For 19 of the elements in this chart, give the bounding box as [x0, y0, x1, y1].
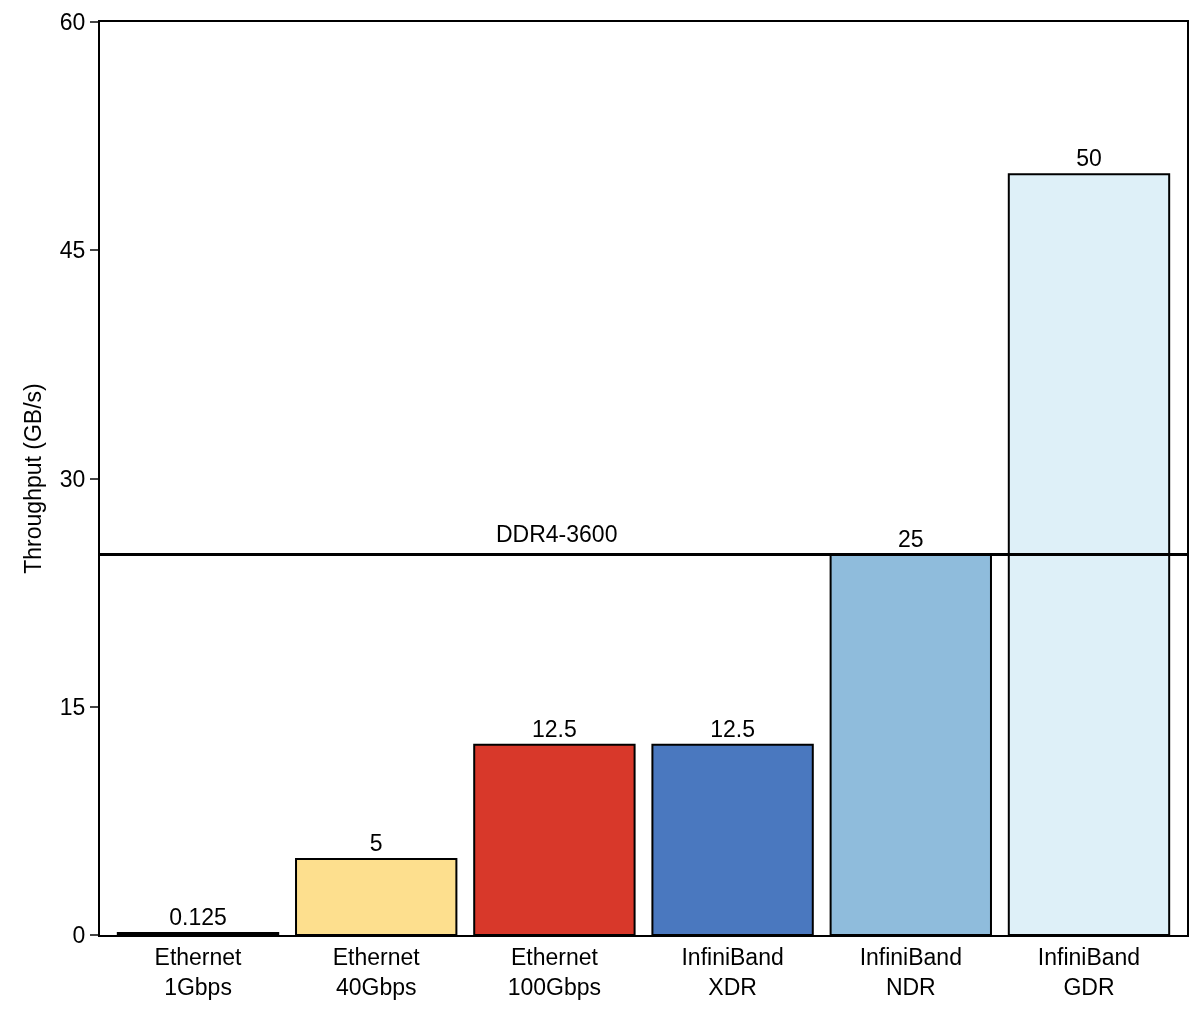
- x-tick-label: InfiniBand XDR: [681, 943, 784, 1000]
- y-tick-label: 0: [72, 922, 86, 949]
- data-label: 50: [1076, 145, 1102, 172]
- y-axis-title: Throughput (GB/s): [19, 383, 46, 574]
- data-label: 12.5: [532, 715, 577, 742]
- ref-line-label: DDR4-3600: [496, 521, 618, 547]
- data-label: 12.5: [710, 715, 755, 742]
- x-tick-label: InfiniBand GDR: [1037, 943, 1141, 1000]
- x-tick-label: Ethernet 40Gbps: [332, 943, 421, 1000]
- x-tick-label: InfiniBand NDR: [859, 943, 962, 1000]
- data-label: 5: [369, 829, 383, 856]
- y-tick-label: 30: [59, 465, 86, 492]
- data-label: 0.125: [169, 904, 227, 931]
- y-tick-label: 45: [59, 237, 86, 264]
- data-label: 25: [898, 525, 924, 552]
- y-tick-label: 15: [59, 693, 86, 720]
- x-tick-label: Ethernet 1Gbps: [154, 943, 243, 1000]
- x-tick-label: Ethernet 100Gbps: [507, 943, 602, 1000]
- y-tick-label: 60: [59, 9, 86, 36]
